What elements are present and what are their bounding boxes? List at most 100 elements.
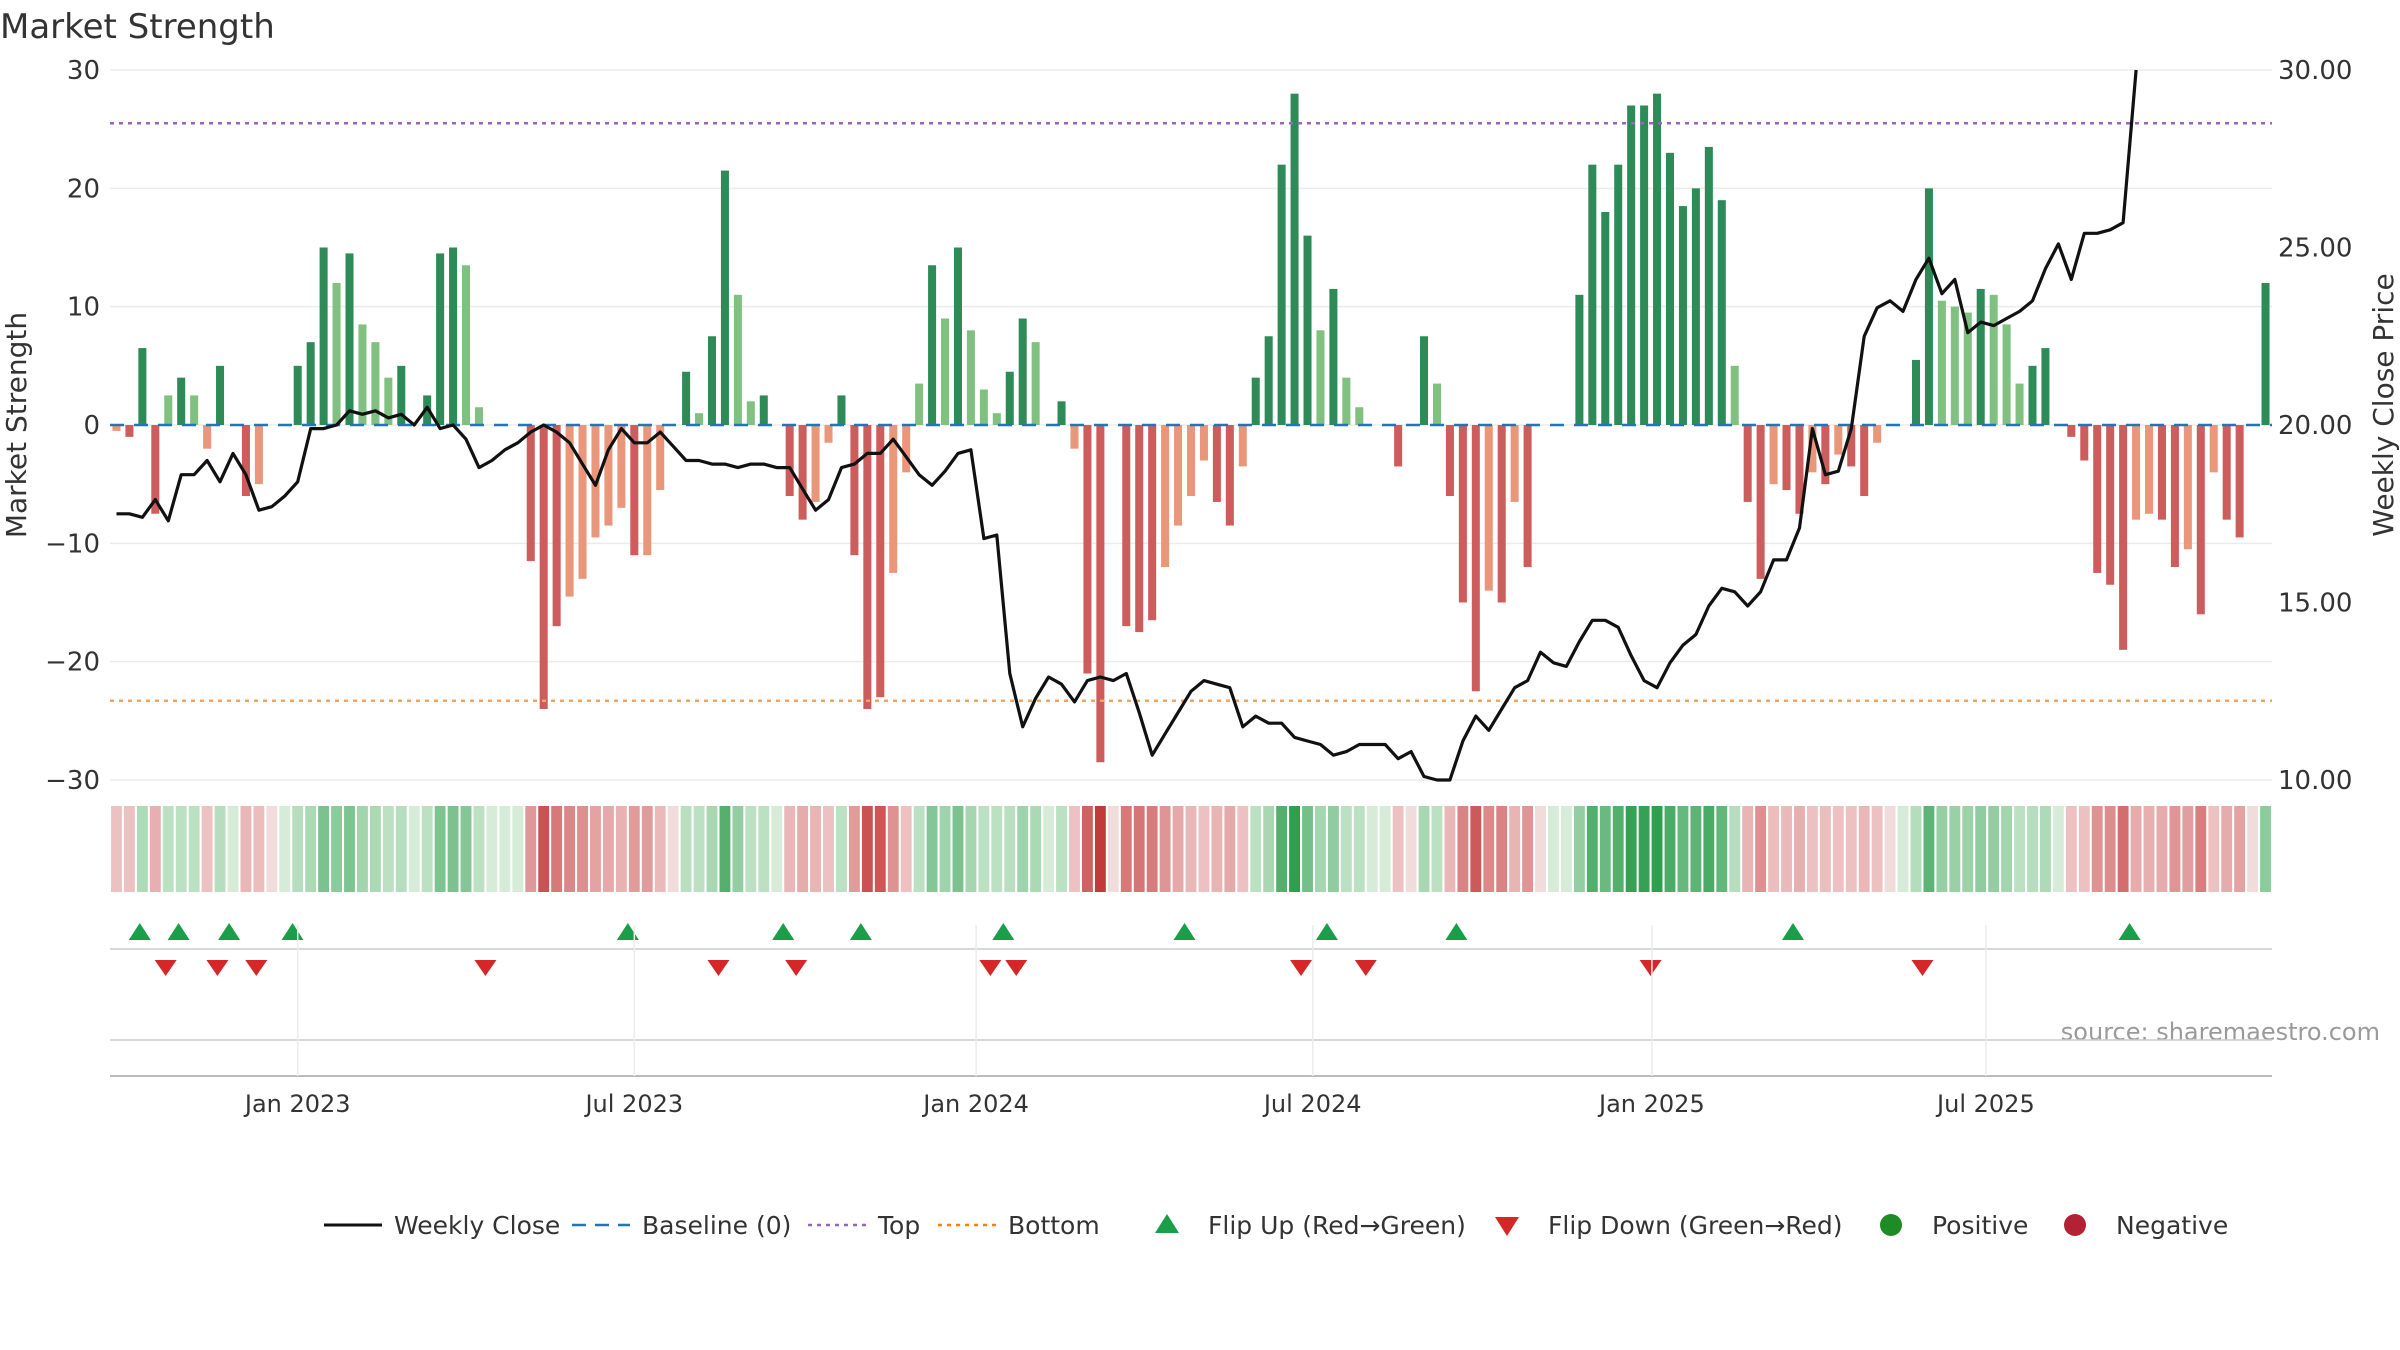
positive-bar — [1588, 164, 1597, 425]
positive-bar — [1420, 336, 1429, 425]
strip-cell — [447, 806, 459, 892]
strip-cell — [1159, 806, 1171, 892]
negative-bar — [876, 425, 885, 698]
y-tick-right: 30.00 — [2278, 56, 2352, 86]
strip-cell — [369, 806, 381, 892]
strip-cell — [900, 806, 912, 892]
strip-cell — [1794, 806, 1805, 892]
strip-cell — [926, 806, 938, 892]
positive-bar — [1057, 401, 1066, 425]
strip-cell — [253, 806, 265, 892]
negative-bar — [1225, 425, 1234, 526]
legend-label: Negative — [2116, 1211, 2228, 1240]
negative-bar — [1510, 425, 1519, 502]
negative-bar — [850, 425, 859, 556]
strip-cell — [1004, 806, 1016, 892]
negative-bar — [1199, 425, 1208, 461]
negative-bar — [1860, 425, 1869, 496]
strip-cell — [1017, 806, 1029, 892]
positive-bar — [384, 377, 393, 425]
negative-bar — [241, 425, 250, 496]
positive-bar — [1963, 312, 1972, 425]
flip-up-marker — [218, 923, 241, 940]
strip-cell — [1548, 806, 1559, 892]
negative-bar — [2067, 425, 2076, 437]
strip-cell — [1832, 806, 1844, 892]
strip-cell — [758, 806, 770, 892]
strip-cell — [1496, 806, 1508, 892]
flip-up-marker — [772, 923, 795, 940]
strip-cell — [486, 806, 498, 892]
strip-cell — [1289, 806, 1301, 892]
positive-bar — [1303, 235, 1312, 425]
negative-bar — [1808, 425, 1817, 473]
negative-bar — [565, 425, 574, 597]
strip-cell — [1742, 806, 1754, 892]
flip-down-marker — [1911, 960, 1934, 976]
strip-cell — [123, 806, 135, 892]
negative-bar — [1445, 425, 1454, 496]
strip-cell — [111, 806, 122, 892]
negative-bar — [2119, 425, 2128, 650]
y-tick-left: 30 — [67, 56, 100, 86]
y-axis-label-left: Market Strength — [0, 312, 33, 538]
strip-cell — [1366, 806, 1378, 892]
strip-cell — [162, 806, 174, 892]
positive-bar — [1678, 206, 1687, 425]
strip-cell — [1146, 806, 1158, 892]
strip-cell — [2078, 806, 2090, 892]
strip-cell — [848, 806, 860, 892]
positive-bar — [1924, 188, 1933, 425]
x-tick-label: Jul 2025 — [1935, 1090, 2035, 1118]
strip-cell — [2001, 806, 2013, 892]
strip-cell — [2182, 806, 2194, 892]
negative-bar — [617, 425, 626, 508]
positive-bar — [1251, 377, 1260, 425]
strip-cell — [266, 806, 278, 892]
x-tick-label: Jan 2025 — [1597, 1090, 1705, 1118]
strip-cell — [188, 806, 200, 892]
strip-cell — [434, 806, 446, 892]
strip-cell — [784, 806, 796, 892]
negative-bar — [552, 425, 561, 627]
negative-bar — [125, 425, 134, 437]
positive-bar — [1653, 93, 1662, 426]
flip-up-marker — [992, 923, 1015, 940]
negative-bar — [1834, 425, 1843, 455]
positive-bar — [332, 283, 341, 425]
strip-cell — [1625, 806, 1637, 892]
negative-bar — [2106, 425, 2115, 585]
flip-up-marker — [1173, 923, 1196, 940]
strip-cell — [810, 806, 822, 892]
strip-cell — [214, 806, 226, 892]
strip-cell — [512, 806, 524, 892]
strip-cell — [1069, 806, 1080, 892]
price-line-group — [116, 69, 2138, 782]
strip-cell — [732, 806, 744, 892]
strip-cell — [1198, 806, 1210, 892]
strip-cell — [1845, 806, 1857, 892]
positive-bar — [695, 413, 704, 425]
flip-up-marker — [167, 923, 190, 940]
flip-down-marker — [474, 960, 497, 976]
y-tick-left: 10 — [67, 293, 100, 323]
strip-cell — [460, 806, 472, 892]
positive-bar — [992, 413, 1001, 425]
strip-cell — [357, 806, 368, 892]
strip-cell — [2027, 806, 2038, 892]
strip-cell — [1327, 806, 1339, 892]
negative-bar — [1135, 425, 1144, 633]
negative-bar — [785, 425, 794, 496]
strip-cell — [318, 806, 330, 892]
positive-bar — [190, 395, 199, 425]
axis-ticks: 30 20 10 0 −10 −20 −30 30.00 25.00 20.00 15.00 10.0… — [45, 56, 2352, 796]
negative-bar — [1238, 425, 1247, 467]
x-tick-label: Jul 2024 — [1262, 1090, 1362, 1118]
strip-cell — [1315, 806, 1326, 892]
strip-cell — [564, 806, 576, 892]
positive-bar — [928, 265, 937, 425]
strip-cell — [2247, 806, 2259, 892]
strip-cell — [1768, 806, 1780, 892]
positive-bar — [1264, 336, 1273, 425]
strip-cell — [1483, 806, 1495, 892]
